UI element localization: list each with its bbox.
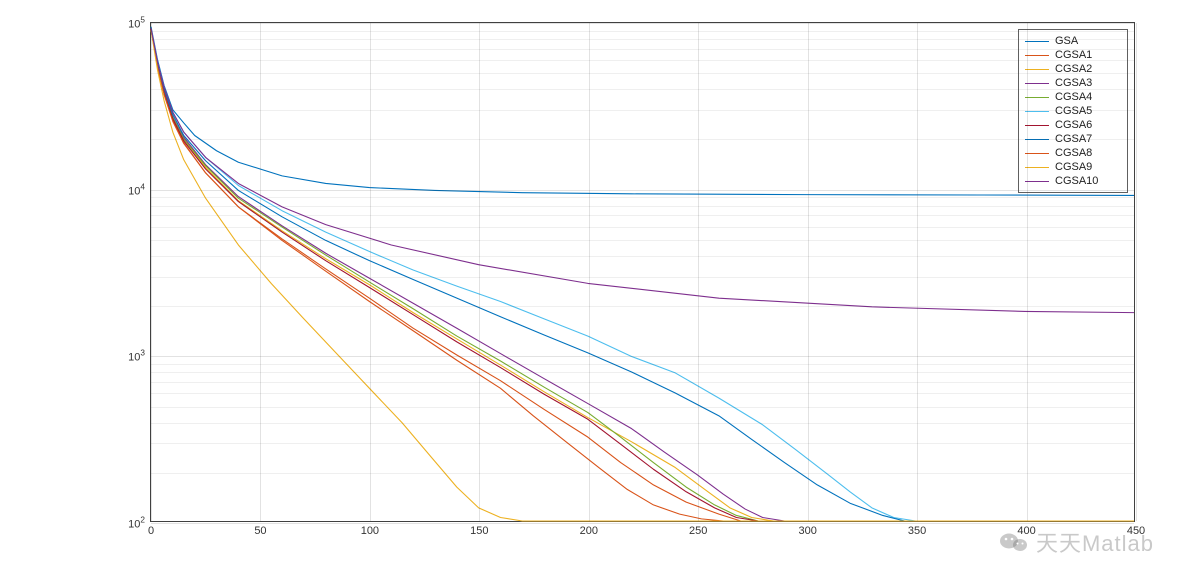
x-gridline <box>1136 23 1137 521</box>
legend-swatch <box>1025 181 1049 182</box>
x-gridline <box>260 23 261 521</box>
legend-label: CGSA4 <box>1055 91 1092 103</box>
y-minor-gridline <box>151 372 1134 373</box>
series-CGSA5 <box>151 28 1134 521</box>
legend-swatch <box>1025 83 1049 84</box>
legend-label: GSA <box>1055 35 1078 47</box>
y-gridline <box>151 523 1134 524</box>
x-gridline <box>370 23 371 521</box>
series-CGSA10 <box>151 28 1134 312</box>
legend-item: CGSA6 <box>1025 118 1121 132</box>
y-minor-gridline <box>151 31 1134 32</box>
y-minor-gridline <box>151 49 1134 50</box>
y-tick-label: 105 <box>128 16 145 31</box>
y-minor-gridline <box>151 364 1134 365</box>
y-minor-gridline <box>151 277 1134 278</box>
x-tick-label: 50 <box>254 525 266 537</box>
y-minor-gridline <box>151 60 1134 61</box>
y-minor-gridline <box>151 393 1134 394</box>
x-tick-label: 100 <box>361 525 379 537</box>
legend-swatch <box>1025 97 1049 98</box>
y-minor-gridline <box>151 89 1134 90</box>
legend-swatch <box>1025 125 1049 126</box>
series-CGSA8 <box>151 29 1134 521</box>
series-CGSA7 <box>151 28 1134 521</box>
y-minor-gridline <box>151 206 1134 207</box>
y-minor-gridline <box>151 73 1134 74</box>
series-CGSA9 <box>151 30 1134 521</box>
legend-label: CGSA8 <box>1055 147 1092 159</box>
series-CGSA6 <box>151 29 1134 521</box>
legend-item: CGSA3 <box>1025 76 1121 90</box>
series-CGSA1 <box>151 29 1134 521</box>
legend-swatch <box>1025 41 1049 42</box>
y-minor-gridline <box>151 382 1134 383</box>
x-gridline <box>1027 23 1028 521</box>
x-tick-label: 150 <box>470 525 488 537</box>
legend-item: CGSA9 <box>1025 160 1121 174</box>
figure: GSACGSA1CGSA2CGSA3CGSA4CGSA5CGSA6CGSA7CG… <box>0 0 1184 578</box>
x-tick-label: 300 <box>798 525 816 537</box>
x-gridline <box>589 23 590 521</box>
series-CGSA2 <box>151 29 1134 521</box>
y-gridline <box>151 190 1134 191</box>
y-minor-gridline <box>151 215 1134 216</box>
x-tick-label: 0 <box>148 525 154 537</box>
y-gridline <box>151 356 1134 357</box>
series-CGSA3 <box>151 29 1134 521</box>
y-minor-gridline <box>151 240 1134 241</box>
y-minor-gridline <box>151 227 1134 228</box>
line-series-layer <box>151 23 1134 521</box>
legend-label: CGSA10 <box>1055 175 1098 187</box>
x-tick-label: 450 <box>1127 525 1145 537</box>
y-minor-gridline <box>151 110 1134 111</box>
y-gridline <box>151 23 1134 24</box>
x-tick-label: 250 <box>689 525 707 537</box>
legend-label: CGSA6 <box>1055 119 1092 131</box>
legend-item: CGSA8 <box>1025 146 1121 160</box>
y-minor-gridline <box>151 473 1134 474</box>
legend-item: GSA <box>1025 34 1121 48</box>
x-gridline <box>479 23 480 521</box>
y-minor-gridline <box>151 407 1134 408</box>
legend-label: CGSA3 <box>1055 77 1092 89</box>
legend-swatch <box>1025 55 1049 56</box>
x-gridline <box>808 23 809 521</box>
legend-item: CGSA10 <box>1025 174 1121 188</box>
y-minor-gridline <box>151 197 1134 198</box>
x-gridline <box>151 23 152 521</box>
y-tick-label: 103 <box>128 349 145 364</box>
x-tick-label: 350 <box>908 525 926 537</box>
series-CGSA4 <box>151 29 1134 521</box>
legend-swatch <box>1025 167 1049 168</box>
y-minor-gridline <box>151 443 1134 444</box>
legend-label: CGSA9 <box>1055 161 1092 173</box>
x-gridline <box>698 23 699 521</box>
y-tick-label: 102 <box>128 516 145 531</box>
legend-item: CGSA4 <box>1025 90 1121 104</box>
y-tick-label: 104 <box>128 182 145 197</box>
x-tick-label: 400 <box>1017 525 1035 537</box>
axes: GSACGSA1CGSA2CGSA3CGSA4CGSA5CGSA6CGSA7CG… <box>150 22 1135 522</box>
y-minor-gridline <box>151 139 1134 140</box>
legend-swatch <box>1025 69 1049 70</box>
x-gridline <box>917 23 918 521</box>
y-minor-gridline <box>151 306 1134 307</box>
legend-swatch <box>1025 153 1049 154</box>
y-minor-gridline <box>151 39 1134 40</box>
x-tick-label: 200 <box>580 525 598 537</box>
y-minor-gridline <box>151 256 1134 257</box>
y-minor-gridline <box>151 423 1134 424</box>
